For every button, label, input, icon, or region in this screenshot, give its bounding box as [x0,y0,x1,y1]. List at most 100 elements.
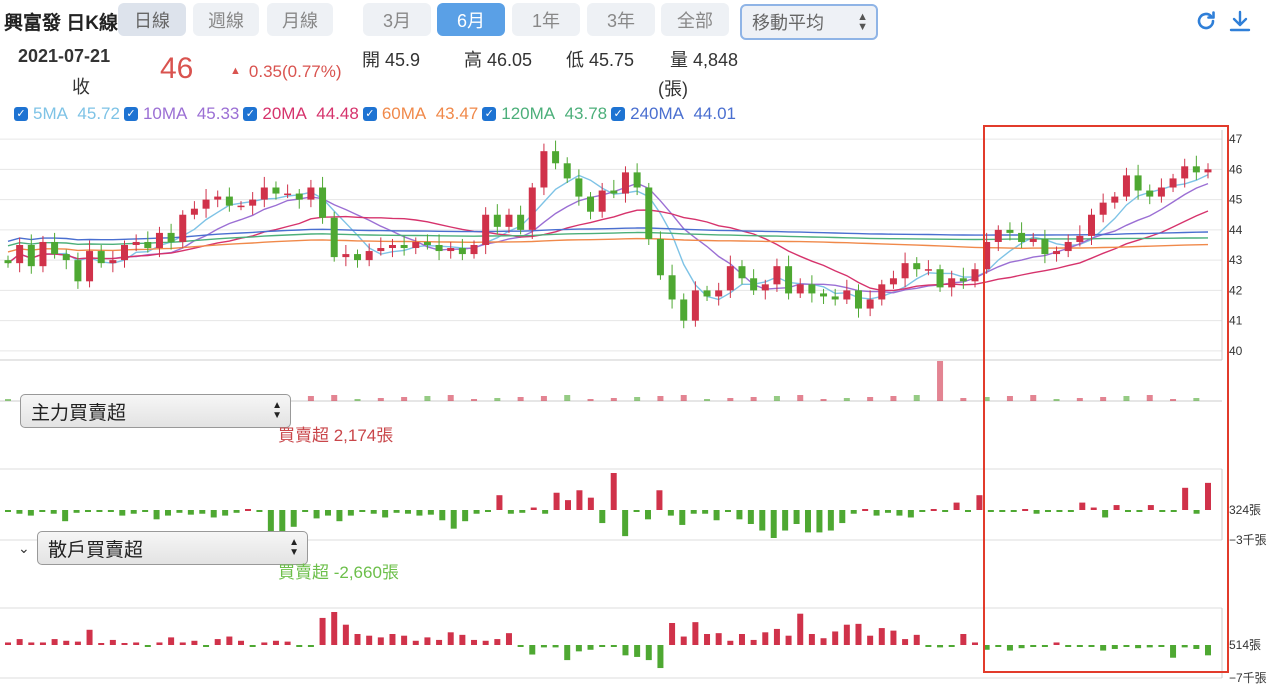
candle-body [1018,232,1026,242]
flow-bar [1006,645,1013,651]
candle-body [179,214,187,242]
candle-body [994,229,1002,242]
y-tick-label: 46 [1229,162,1243,176]
flow-bar [587,645,594,650]
flow-bar [645,510,651,520]
flow-bar [261,642,268,645]
flow-bar [622,645,629,656]
candle-body [272,187,280,194]
volume-bar [587,399,594,401]
flow-bar [73,510,80,513]
flow-bar [336,510,343,522]
flow-bar [290,510,297,527]
flow-bar [667,510,674,516]
flow-bar [1067,510,1074,512]
candle-body [517,214,525,230]
flow-bar [153,510,160,520]
tab-weekly[interactable]: 週線 [193,3,259,36]
main-force-select[interactable]: 主力買賣超 ▲ ▼ [20,394,291,428]
refresh-button[interactable] [1194,9,1218,38]
checkbox-icon: ✓ [611,107,626,121]
volume-bar [1053,399,1060,401]
flow-bar [919,510,926,512]
flow-bar [51,639,58,645]
tab-range-3y[interactable]: 3年 [587,3,655,36]
candle-body [121,245,129,261]
volume-bar [494,398,501,401]
candle-body [901,263,909,279]
flow-bar [1102,510,1109,518]
volume-bar [1123,396,1130,401]
tab-range-1y[interactable]: 1年 [512,3,580,36]
flow-bar [873,510,880,516]
candle-body [598,190,606,212]
checkbox-icon: ✓ [362,107,377,121]
flow-bar [96,510,103,512]
candle-body [1041,238,1049,255]
flow-bar [366,635,373,645]
flow-bar [450,510,457,529]
candle-body [284,193,292,196]
flow-bar [599,645,606,647]
candle-body [388,245,396,249]
volume-bar [1193,398,1200,401]
tab-daily[interactable]: 日線 [118,3,186,36]
flow-bar [370,510,377,514]
candle-body [1099,202,1107,215]
flow-bar [805,510,811,533]
candle-body [1076,235,1084,242]
ma-toggle-10[interactable]: ✓ 10MA 45.33 [123,104,239,124]
flow-bar [999,510,1006,512]
retail-select[interactable]: 散戶買賣超 ▲ ▼ [37,531,308,565]
flow-bar [692,622,699,645]
candle-body [1169,178,1177,188]
volume-bar [331,395,338,401]
flow-bar [1135,645,1142,649]
candle-body [528,187,536,230]
download-button[interactable] [1228,9,1252,38]
candle-body [412,241,420,249]
tab-monthly[interactable]: 月線 [267,3,333,36]
candle-body [342,254,350,258]
ma-toggle-120[interactable]: ✓ 120MA 43.78 [482,104,607,124]
flow-bar [436,639,443,645]
flow-bar [976,495,983,510]
indicator-select[interactable]: 移動平均 ▲ ▼ [740,4,878,40]
candle-body [202,199,210,209]
volume-bar [401,397,408,401]
flow-bar [1030,645,1037,647]
candle-body [761,284,769,291]
flow-bar [1010,510,1017,512]
flow-bar [63,640,70,645]
flow-bar [902,639,909,645]
ma-value: 45.72 [77,104,120,123]
candle-body [1134,175,1142,191]
flow-bar [690,510,697,514]
tab-range-3m[interactable]: 3月 [363,3,431,36]
flow-bar [1065,645,1072,647]
flow-bar [203,645,210,647]
ma-name: 120MA [501,104,556,123]
checkbox-icon: ✓ [243,107,258,121]
volume-bar [750,397,757,401]
ma-toggle-5[interactable]: ✓ 5MA 45.72 [14,104,120,124]
axis-labels: 40 41 42 43 44 45 46 47 324張 −3千張 514張 −7千張 [1229,132,1267,685]
chevron-down-icon[interactable]: ⌄ [18,540,30,556]
flow-bar [1125,510,1131,512]
candle-body [831,296,839,300]
tab-range-6m[interactable]: 6月 [437,3,505,36]
candle-body [132,241,140,245]
candle-body [319,187,327,218]
ma-toggle-20[interactable]: ✓ 20MA 44.48 [243,104,359,124]
ma-toggle-240[interactable]: ✓ 240MA 44.01 [611,104,736,124]
flow-bar [843,624,850,645]
ma-value: 44.01 [693,104,736,123]
flow-bar [702,510,709,514]
flow-bar [1193,645,1200,649]
ma-toggle-60[interactable]: ✓ 60MA 43.47 [362,104,478,124]
candle-body [1053,251,1061,255]
candle-body [621,172,629,194]
tab-range-all[interactable]: 全部 [661,3,729,36]
volume-bar [983,397,990,401]
